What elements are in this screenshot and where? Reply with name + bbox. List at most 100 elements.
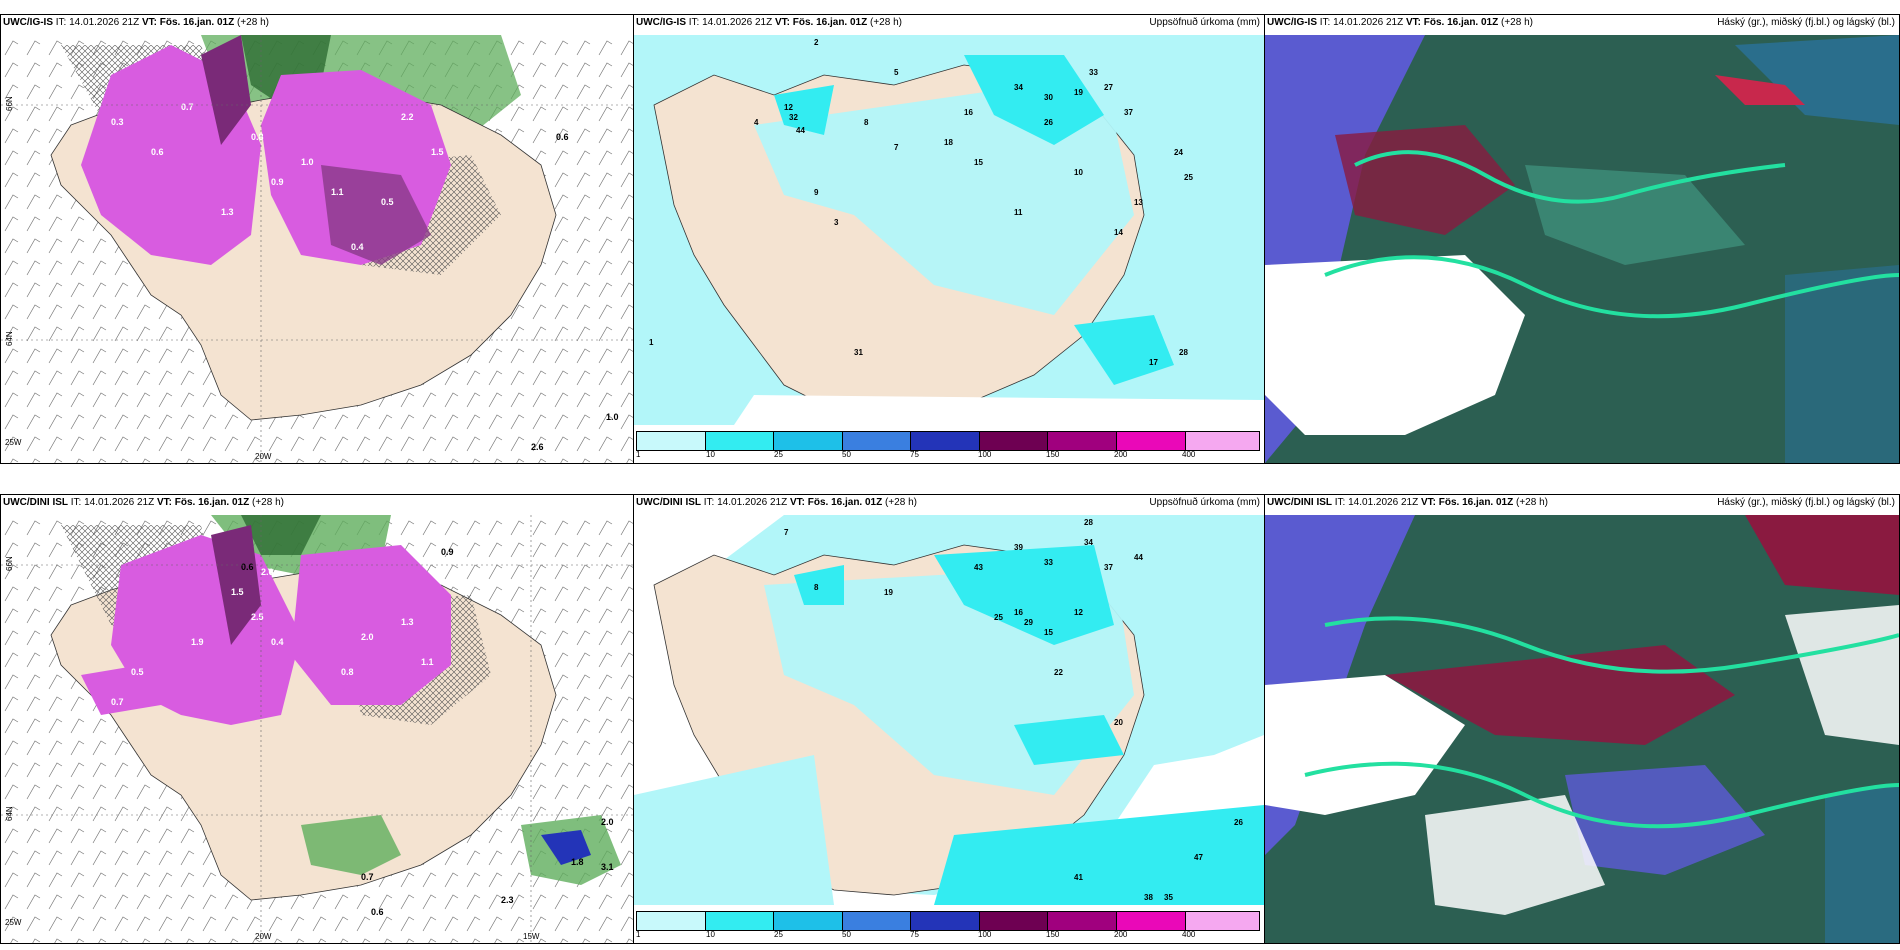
precip-value: 12 [1074,608,1083,617]
colorbar-tick: 50 [842,930,851,939]
precip-value: 37 [1104,563,1113,572]
colorbar-swatch [774,912,843,930]
colorbar-tick: 200 [1114,930,1128,939]
colorbar-tick: 75 [910,450,919,459]
precip-value: 30 [1044,93,1053,102]
colorbar-tick: 10 [706,450,715,459]
snow-value: 0.8 [251,132,264,142]
colorbar-swatch [705,432,775,450]
snow-value: 1.5 [231,587,244,597]
snow-value: 0.7 [111,697,124,707]
precip-value: 1 [649,338,654,347]
precip-value: 16 [1014,608,1023,617]
precip-value: 28 [1179,348,1188,357]
snow-value: 1.1 [421,657,434,667]
lat-label: 66N [5,556,14,571]
snow-value: 1.1 [331,187,344,197]
snow-value: 0.6 [151,147,164,157]
precip-value: 17 [1149,358,1158,367]
precip-value: 41 [1074,873,1083,882]
lon-label: 20W [255,452,272,461]
snow-value: 1.0 [606,412,619,422]
precip-value: 25 [994,613,1003,622]
colorbar-swatch [705,912,775,930]
colorbar-swatch [637,912,706,930]
map-title: Háský (gr.), miðský (fj.bl.) og lágský (… [1717,17,1895,28]
precip-value: 44 [796,126,805,135]
precip-value: 39 [1014,543,1023,552]
precip-value: 12 [784,103,793,112]
snow-value: 2.0 [601,817,614,827]
snow-value: 0.9 [271,177,284,187]
precip-value: 44 [1134,553,1143,562]
precip-value: 24 [1174,148,1183,157]
colorbar-swatch [1048,432,1117,450]
precip-value: 33 [1044,558,1053,567]
snow-value: 2.3 [501,895,514,905]
colorbar-swatch [1116,432,1186,450]
colorbar-swatch [1048,912,1117,930]
init-time: IT: 14.01.2026 21Z [1319,17,1404,28]
snow-value: 0.6 [556,132,569,142]
colorbar-tick: 75 [910,930,919,939]
precip-value: 43 [974,563,983,572]
model-label: UWC/IG-IS [636,17,686,28]
precip-value: 35 [1164,893,1173,902]
lon-label: 25W [5,438,22,447]
colorbar-swatch [979,432,1049,450]
colorbar-tick: 1 [636,930,641,939]
precip-value: 26 [1234,818,1243,827]
colorbar-tick: 1 [636,450,641,459]
precip-value: 2 [814,38,819,47]
precip-value: 25 [1184,173,1193,182]
lead-time: (+28 h) [870,17,902,28]
snow-value: 0.7 [361,872,374,882]
lon-label: 25W [5,918,22,927]
colorbar-tick: 400 [1182,930,1196,939]
snow-value: 1.9 [191,637,204,647]
snow-value: 0.9 [441,547,454,557]
snow-value: 1.0 [301,157,314,167]
cloud-map [1265,515,1899,943]
precip-value: 20 [1114,718,1123,727]
colorbar-swatch [637,432,706,450]
colorbar-tick: 100 [978,930,992,939]
init-time: IT: 14.01.2026 21Z [688,17,773,28]
colorbar-swatch [774,432,843,450]
init-time: IT: 14.01.2026 21Z [1334,497,1419,508]
colorbar-tick: 100 [978,450,992,459]
panel-header: UWC/IG-IS IT: 14.01.2026 21Z VT: Fös. 16… [636,17,902,28]
colorbar-tick: 10 [706,930,715,939]
lead-time: (+28 h) [1501,17,1533,28]
lead-time: (+28 h) [237,17,269,28]
precip-value: 33 [1089,68,1098,77]
precip-value: 13 [1134,198,1143,207]
colorbar-swatch [979,912,1049,930]
precip-value: 19 [884,588,893,597]
snow-value: 0.4 [271,637,284,647]
precip-value: 38 [1144,893,1153,902]
colorbar-tick: 50 [842,450,851,459]
valid-time: VT: Fös. 16.jan. 01Z [156,497,250,508]
precip-value: 11 [1014,208,1023,217]
map-title: Háský (gr.), miðský (fj.bl.) og lágský (… [1717,497,1895,508]
colorbar-swatch [842,432,912,450]
model-label: UWC/DINI ISL [3,497,68,508]
valid-time: VT: Fös. 16.jan. 01Z [1420,497,1514,508]
panel-header: UWC/IG-IS IT: 14.01.2026 21Z VT: Fös. 16… [3,17,269,28]
snow-value: 0.6 [241,562,254,572]
snow-value: 0.8 [341,667,354,677]
snow-value: 1.8 [571,857,584,867]
valid-time: VT: Fös. 16.jan. 01Z [141,17,235,28]
precip-value: 29 [1024,618,1033,627]
lon-label: 15W [523,932,540,941]
snow-map: 2.6 1.5 2.5 1.9 0.8 0.5 0.4 1.3 2.0 0.7 … [1,515,633,943]
panel-ig-snow: UWC/IG-IS IT: 14.01.2026 21Z VT: Fös. 16… [0,14,634,464]
panel-dini-snow: UWC/DINI ISL IT: 14.01.2026 21Z VT: Fös.… [0,494,634,944]
panel-dini-cloud: UWC/DINI ISL IT: 14.01.2026 21Z VT: Fös.… [1264,494,1900,944]
snow-value: 1.3 [221,207,234,217]
colorbar [636,911,1260,931]
init-time: IT: 14.01.2026 21Z [70,497,155,508]
colorbar-tick: 25 [774,930,783,939]
precip-value: 14 [1114,228,1123,237]
